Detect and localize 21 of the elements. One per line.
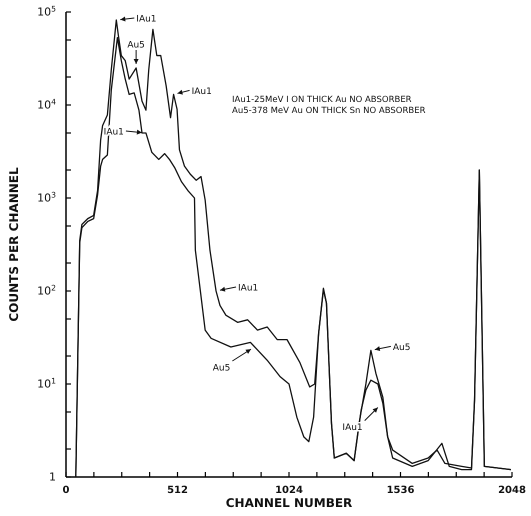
y-tick-label: 1 — [49, 470, 56, 484]
annotation: Au5-378 MeV Au ON THICK Sn NO ABSORBER — [232, 106, 426, 116]
x-tick-label: 512 — [167, 485, 188, 496]
x-tick-label: 1024 — [275, 485, 303, 496]
y-tick-label: 10$^{1}$ — [37, 376, 56, 391]
y-tick-label: 10$^{4}$ — [37, 97, 56, 112]
annotation: IAu1 — [238, 284, 258, 294]
y-axis-title: COUNTS PER CHANNEL — [7, 167, 21, 322]
annotation: Au5 — [392, 342, 410, 353]
annotation: IAu1 — [192, 86, 212, 97]
x-tick-label: 0 — [62, 485, 70, 496]
x-tick-label: 2048 — [498, 485, 526, 496]
y-tick-label: 10$^{5}$ — [37, 4, 56, 19]
annotation: Au5 — [212, 363, 230, 374]
y-tick-label: 10$^{2}$ — [37, 283, 56, 298]
annotation: Au5 — [127, 40, 145, 50]
annotation: IAu1 — [136, 14, 157, 25]
y-tick-label: 10$^{3}$ — [37, 190, 56, 205]
annotation: IAu1-25MeV I ON THICK Au NO ABSORBER — [232, 95, 412, 105]
x-axis-title: CHANNEL NUMBER — [226, 496, 352, 510]
x-tick-label: 1536 — [386, 485, 414, 496]
